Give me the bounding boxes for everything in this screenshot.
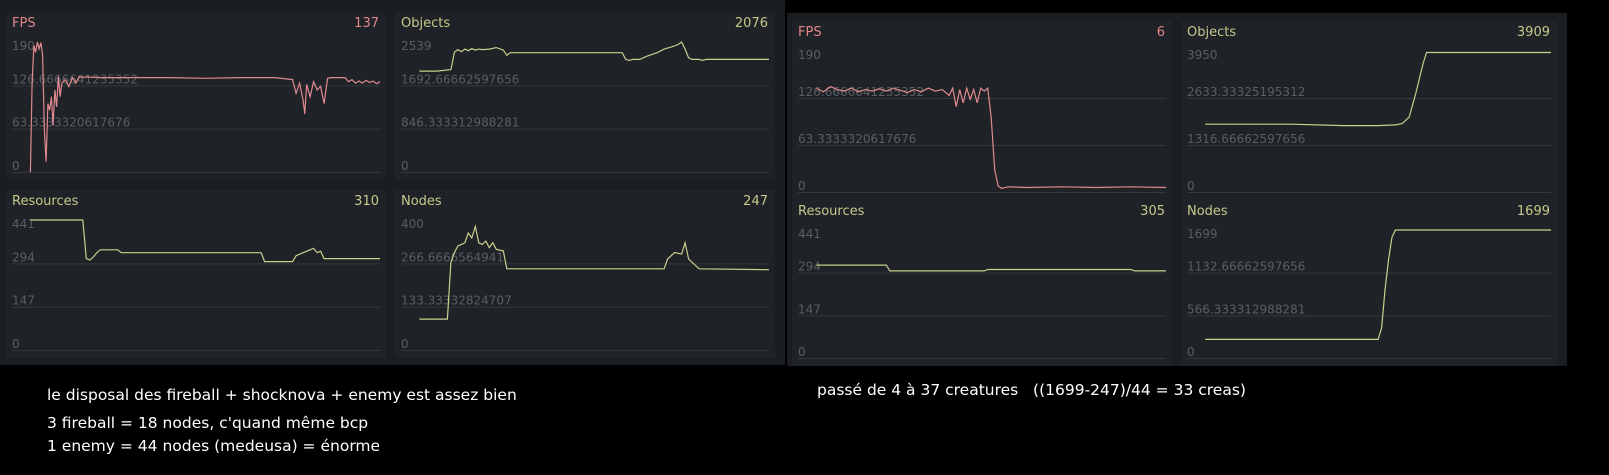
- tick-label: 294: [12, 250, 35, 264]
- note-fireball: 3 fireball = 18 nodes, c'quand même bcp: [47, 414, 369, 432]
- series-line: [816, 264, 1166, 272]
- tick-label: 133.33332824707: [401, 294, 512, 308]
- tick-label: 3950: [1187, 48, 1218, 62]
- graph-plot: 3950 2633.33325195312 1316.66662597656 0: [1187, 48, 1551, 193]
- series-line: [1205, 229, 1551, 340]
- tick-label: 566.333312988281: [1187, 302, 1305, 316]
- series-line: [1205, 51, 1551, 127]
- graph-plot: 441 294 147 0: [12, 217, 380, 351]
- tick-label: 294: [798, 260, 821, 274]
- graph-title: Objects: [1187, 25, 1237, 40]
- series-line: [29, 41, 381, 173]
- tick-label: 0: [12, 159, 20, 173]
- graph-value: 137: [354, 16, 379, 31]
- right-monitor-panel: FPS 6 190 126.6666641235352 63.33333206176…: [787, 13, 1567, 366]
- tick-label: 147: [12, 294, 35, 308]
- note-enemy: 1 enemy = 44 nodes (medeusa) = énorme: [47, 437, 381, 455]
- tick-label: 1692.66662597656: [401, 72, 519, 86]
- left-nodes-graph: Nodes 247 400 266.6666564941 133.333328247…: [395, 190, 775, 358]
- tick-label: 126.6666641235352: [12, 72, 138, 86]
- left-monitor-panel: FPS 137 190 126.6666641235352 63.333332061…: [0, 0, 785, 365]
- tick-label: 1132.66662597656: [1187, 260, 1305, 274]
- left-fps-graph: FPS 137 190 126.6666641235352 63.333332061…: [6, 12, 386, 180]
- tick-label: 441: [798, 227, 821, 241]
- tick-label: 441: [12, 217, 35, 231]
- graph-title: Nodes: [1187, 204, 1228, 219]
- tick-label: 0: [12, 337, 20, 351]
- tick-label: 846.333312988281: [401, 116, 519, 130]
- tick-label: 400: [401, 217, 424, 231]
- graph-value: 247: [743, 194, 768, 209]
- graph-title: Resources: [798, 204, 865, 219]
- series-line: [816, 85, 1167, 189]
- tick-label: 190: [12, 39, 35, 53]
- graph-plot: 441 294 147 0: [798, 227, 1166, 359]
- tick-label: 0: [798, 345, 806, 359]
- graph-plot: 190 126.6666641235352 63.3333320617676 0: [12, 39, 381, 173]
- note-disposal: le disposal des fireball + shocknova + e…: [47, 386, 517, 404]
- tick-label: 0: [1187, 345, 1195, 359]
- graph-value: 2076: [734, 16, 768, 31]
- tick-label: 190: [798, 48, 821, 62]
- right-nodes-graph: Nodes 1699 1699 1132.66662597656 566.33331…: [1181, 200, 1557, 366]
- graph-value: 6: [1156, 25, 1165, 40]
- tick-label: 2633.33325195312: [1187, 85, 1305, 99]
- right-resources-graph: Resources 305 441 294 147 0: [792, 200, 1172, 366]
- graph-title: Objects: [401, 16, 451, 31]
- right-fps-graph: FPS 6 190 126.6666641235352 63.33333206176…: [792, 21, 1172, 200]
- tick-label: 0: [798, 179, 806, 193]
- graph-title: Resources: [12, 194, 79, 209]
- graph-title: FPS: [12, 16, 36, 31]
- left-resources-graph: Resources 310 441 294 147 0: [6, 190, 386, 358]
- tick-label: 1316.66662597656: [1187, 132, 1305, 146]
- series-line: [419, 41, 769, 72]
- graph-value: 1699: [1516, 204, 1550, 219]
- graph-title: FPS: [798, 25, 822, 40]
- left-objects-graph: Objects 2076 2539 1692.66662597656 846.333…: [395, 12, 775, 180]
- tick-label: 147: [798, 302, 821, 316]
- tick-label: 1699: [1187, 227, 1218, 241]
- tick-label: 0: [401, 337, 409, 351]
- graph-value: 305: [1140, 204, 1165, 219]
- right-top-strip: [785, 0, 1609, 13]
- graph-plot: 1699 1132.66662597656 566.333312988281 0: [1187, 227, 1551, 359]
- graph-value: 310: [354, 194, 379, 209]
- series-line: [30, 219, 380, 263]
- tick-label: 0: [1187, 179, 1195, 193]
- tick-label: 63.3333320617676: [12, 116, 130, 130]
- graph-title: Nodes: [401, 194, 442, 209]
- note-creatures: passé de 4 à 37 creatures ((1699-247)/44…: [817, 381, 1246, 399]
- tick-label: 63.3333320617676: [798, 132, 916, 146]
- series-line: [419, 224, 770, 320]
- right-objects-graph: Objects 3909 3950 2633.33325195312 1316.66…: [1181, 21, 1557, 200]
- graph-value: 3909: [1516, 25, 1550, 40]
- tick-label: 2539: [401, 39, 432, 53]
- tick-label: 0: [401, 159, 409, 173]
- graph-plot: 2539 1692.66662597656 846.333312988281 0: [401, 39, 769, 173]
